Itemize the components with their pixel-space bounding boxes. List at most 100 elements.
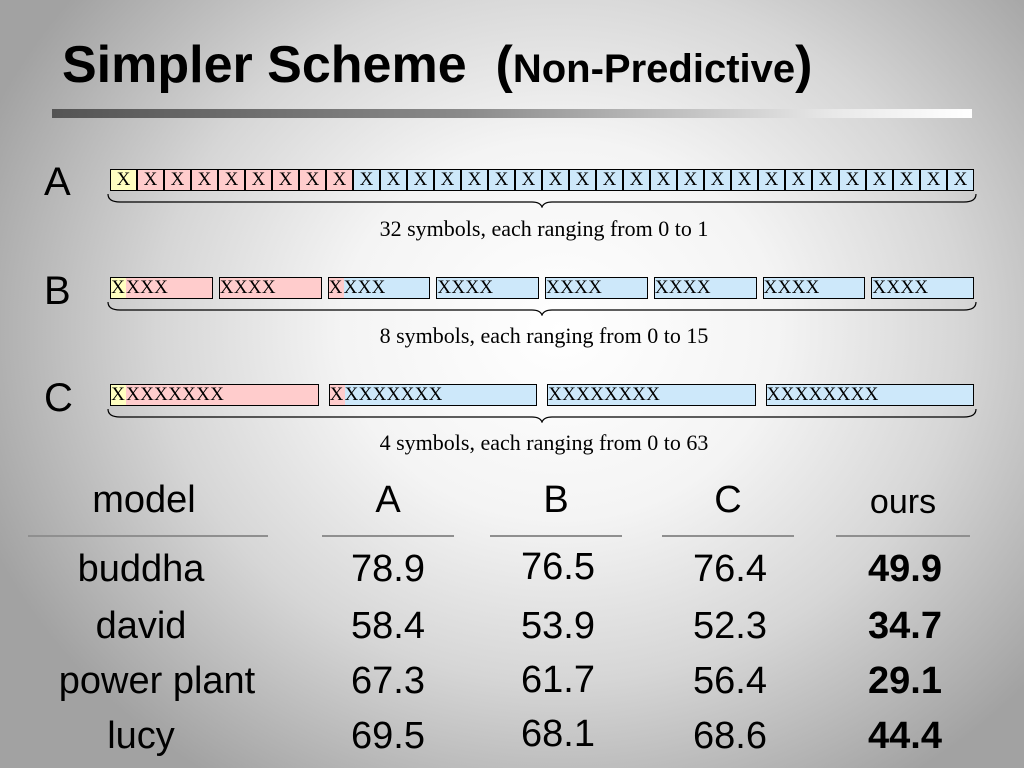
bit-glyph: X [437,277,452,298]
bit-glyph: X [780,384,795,405]
symbol-bits: X [867,170,892,190]
bit-glyph: X [590,384,604,405]
symbol-cell: X [893,169,920,191]
header-rule-c [662,535,794,537]
bit-glyph: X [668,277,683,298]
symbol-cell: X [245,169,272,191]
symbol-bits: X [624,170,649,190]
bit-glyph: X [646,384,660,405]
symbol-bits: X [111,278,126,298]
symbol-cell: X [272,169,299,191]
symbol-cell: X [542,169,569,191]
cell-b: 68.1 [521,713,595,755]
slide-title: Simpler Scheme (Non-Predictive) [62,30,812,104]
symbol-bits: X [705,170,730,190]
scheme-label-b: B [44,269,71,313]
bit-glyph: X [805,277,820,298]
symbol-cell: XXXX [545,277,648,299]
bit-glyph: X [629,169,644,190]
cell-ours: 34.7 [868,605,942,647]
bit-glyph: X [140,277,154,298]
cell-c: 68.6 [693,715,767,757]
bit-glyph: X [886,277,901,298]
symbol-bits: X [328,278,344,298]
bit-glyph: X [632,384,646,405]
bit-glyph: X [576,384,590,405]
symbol-bits: X [570,170,595,190]
header-rule-model [28,535,268,537]
symbol-bits: XXXXXXXX [548,385,755,405]
cell-a: 67.3 [351,660,425,702]
bit-glyph: X [872,277,887,298]
bit-glyph: X [899,169,914,190]
symbol-cell: XXXX [762,277,866,299]
bit-glyph: X [196,384,210,405]
bit-glyph: X [440,169,455,190]
bit-glyph: X [224,169,239,190]
bit-glyph: X [111,384,125,405]
symbol-cell: X [839,169,866,191]
bit-glyph: X [344,384,359,405]
symbol-cell: X [920,169,947,191]
bit-glyph: X [210,384,224,405]
symbol-cell: X [596,169,623,191]
symbol-bits: X [489,170,514,190]
bit-glyph: X [777,277,792,298]
symbol-cell: X [812,169,839,191]
bit-glyph: X [574,277,588,298]
symbol-bits: X [543,170,568,190]
symbol-cell: XXXX [218,277,322,299]
symbol-cell: X [434,169,461,191]
cell-b: 61.7 [521,659,595,701]
bit-glyph: X [822,384,837,405]
row-model: power plant [58,660,256,702]
symbol-cell: XXXX [653,277,757,299]
bit-glyph: X [126,384,140,405]
symbol-bits: X [813,170,838,190]
symbol-bits: X [462,170,487,190]
cell-b: 76.5 [521,546,595,588]
cell-ours: 29.1 [868,660,942,702]
cell-b: 53.9 [521,605,595,647]
bit-glyph: X [413,169,428,190]
symbol-bits: XXXX [872,278,973,298]
symbol-cell: X [326,169,353,191]
symbol-cell: X [407,169,434,191]
symbol-bits: XXXX [654,277,756,298]
symbol-bits: X [111,170,136,190]
symbol-bits: X [246,170,271,190]
bit-glyph: X [371,277,386,298]
symbol-cell: X [758,169,785,191]
symbol-bits: XXXX [546,278,647,298]
bit-glyph: X [763,277,778,298]
symbol-bits: XXXX [219,278,321,298]
symbol-bits: XXXXXXXX [766,384,973,405]
symbol-cell: X [677,169,704,191]
header-model: model [92,479,196,521]
symbol-cell: X [866,169,893,191]
scheme-label-a: A [44,160,71,204]
bit-glyph: X [251,169,266,190]
bit-glyph: X [143,169,158,190]
title-underline-bar [52,109,972,118]
brace-a [107,193,977,208]
symbol-bits: XXXXXXX [344,384,536,405]
bit-glyph: X [386,169,401,190]
symbol-cell: X [731,169,758,191]
symbol-bits: XXX [343,277,430,298]
bit-glyph: X [154,277,168,298]
bit-glyph: X [494,169,509,190]
symbol-bits: X [327,170,352,190]
bit-glyph: X [900,277,915,298]
bit-glyph: X [111,277,125,298]
symbol-cell: X [299,169,326,191]
bit-glyph: X [357,277,372,298]
symbol-cell: X [218,169,245,191]
bit-glyph: X [197,169,212,190]
bit-glyph: X [126,277,140,298]
bit-glyph: X [914,277,929,298]
symbol-cell: XXXXXXXX [110,384,319,406]
header-rule-b [490,535,622,537]
symbol-bits: X [921,170,946,190]
